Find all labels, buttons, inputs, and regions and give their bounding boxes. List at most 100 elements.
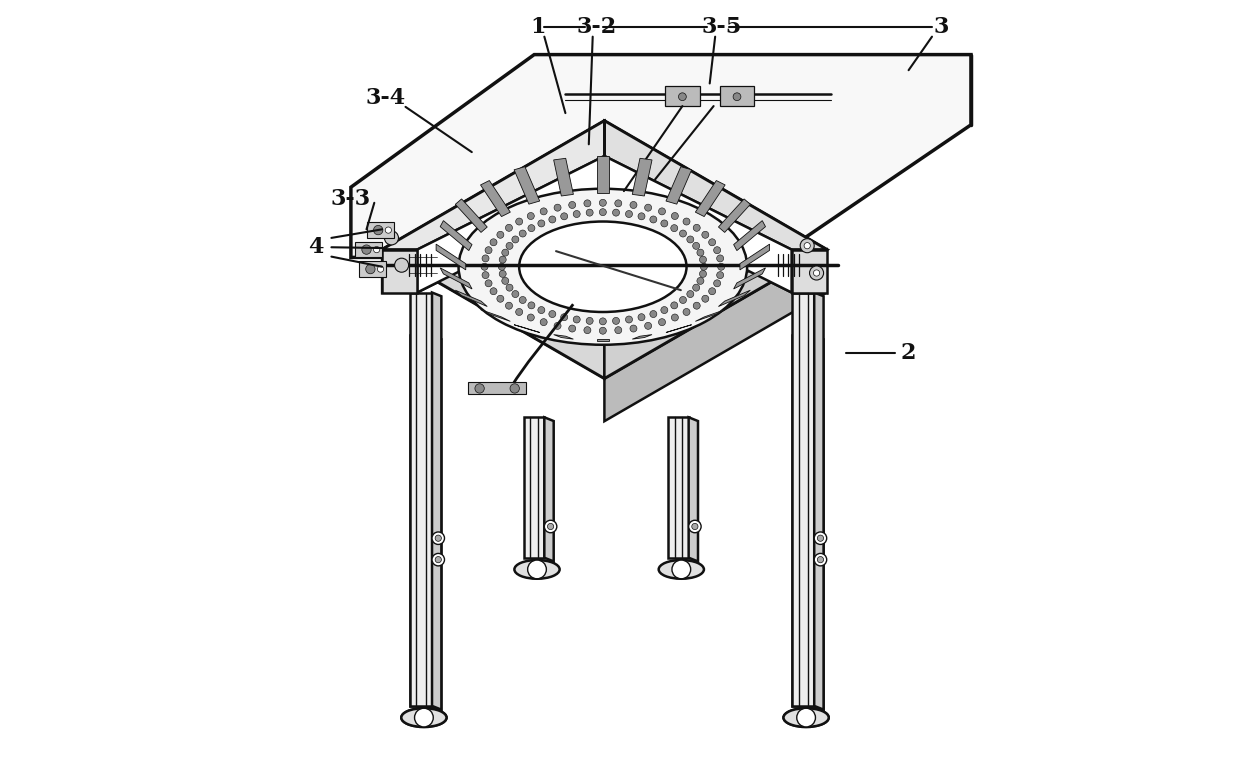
Circle shape <box>528 225 534 232</box>
Circle shape <box>671 314 678 321</box>
Circle shape <box>528 302 534 309</box>
Polygon shape <box>815 292 823 710</box>
Polygon shape <box>382 164 604 292</box>
Circle shape <box>414 708 433 727</box>
Circle shape <box>639 213 645 220</box>
Circle shape <box>692 523 698 530</box>
Circle shape <box>615 327 621 334</box>
Polygon shape <box>604 156 791 292</box>
Polygon shape <box>666 324 692 332</box>
Polygon shape <box>604 250 827 378</box>
Polygon shape <box>696 310 725 321</box>
Circle shape <box>502 278 508 285</box>
Circle shape <box>701 264 707 271</box>
Polygon shape <box>358 261 386 277</box>
Circle shape <box>516 308 523 315</box>
Polygon shape <box>604 121 827 292</box>
Circle shape <box>541 207 547 215</box>
Polygon shape <box>432 335 441 710</box>
Ellipse shape <box>459 189 748 345</box>
Ellipse shape <box>784 708 828 727</box>
Circle shape <box>708 288 715 295</box>
Ellipse shape <box>658 560 704 579</box>
Polygon shape <box>815 335 823 710</box>
Polygon shape <box>554 158 573 196</box>
Circle shape <box>672 560 691 579</box>
Polygon shape <box>382 250 417 292</box>
Polygon shape <box>718 199 750 232</box>
Circle shape <box>693 243 699 250</box>
Circle shape <box>797 708 816 727</box>
Ellipse shape <box>784 708 828 727</box>
Polygon shape <box>382 121 604 292</box>
Circle shape <box>377 266 383 272</box>
Circle shape <box>587 209 593 216</box>
Circle shape <box>573 211 580 218</box>
Circle shape <box>625 316 632 323</box>
Circle shape <box>432 532 444 544</box>
Circle shape <box>804 243 810 249</box>
Circle shape <box>500 271 506 278</box>
Polygon shape <box>596 339 609 341</box>
Circle shape <box>693 302 701 309</box>
Circle shape <box>599 208 606 215</box>
Circle shape <box>506 284 513 291</box>
Polygon shape <box>668 417 688 558</box>
Circle shape <box>693 225 701 232</box>
Text: 3-4: 3-4 <box>366 87 405 108</box>
Circle shape <box>527 314 534 321</box>
Circle shape <box>485 280 492 287</box>
Circle shape <box>527 212 534 219</box>
Circle shape <box>560 314 568 321</box>
Circle shape <box>366 264 374 274</box>
Circle shape <box>373 246 379 253</box>
Circle shape <box>599 328 606 334</box>
Circle shape <box>650 310 657 317</box>
Circle shape <box>506 243 513 250</box>
Circle shape <box>414 708 433 727</box>
Circle shape <box>435 557 441 563</box>
Text: 1: 1 <box>531 16 546 38</box>
Polygon shape <box>515 167 539 204</box>
Polygon shape <box>417 156 791 343</box>
Circle shape <box>386 227 392 233</box>
Circle shape <box>658 207 666 215</box>
Circle shape <box>547 523 554 530</box>
Polygon shape <box>382 121 604 250</box>
Circle shape <box>485 246 492 254</box>
Circle shape <box>718 264 724 271</box>
Circle shape <box>599 318 606 324</box>
Circle shape <box>549 310 556 317</box>
Circle shape <box>639 314 645 321</box>
Circle shape <box>687 236 694 243</box>
Circle shape <box>645 204 652 211</box>
Ellipse shape <box>520 222 687 312</box>
Polygon shape <box>696 180 725 217</box>
Polygon shape <box>554 335 573 339</box>
Circle shape <box>435 535 441 541</box>
Circle shape <box>658 319 666 326</box>
Circle shape <box>815 532 827 544</box>
Circle shape <box>671 225 678 232</box>
Circle shape <box>702 231 709 239</box>
Ellipse shape <box>402 708 446 727</box>
Text: 3-3: 3-3 <box>331 188 371 210</box>
Circle shape <box>717 255 724 262</box>
Polygon shape <box>351 55 971 257</box>
Circle shape <box>432 554 444 566</box>
Circle shape <box>797 708 816 727</box>
Circle shape <box>714 280 720 287</box>
Polygon shape <box>792 292 815 706</box>
Text: 2: 2 <box>900 342 916 363</box>
Circle shape <box>541 319 547 326</box>
Circle shape <box>680 230 687 237</box>
Circle shape <box>599 199 606 206</box>
Circle shape <box>613 317 620 324</box>
Circle shape <box>475 384 485 393</box>
Circle shape <box>708 239 715 246</box>
Circle shape <box>528 560 547 579</box>
Circle shape <box>680 296 687 303</box>
Text: 3: 3 <box>934 16 949 38</box>
Polygon shape <box>440 221 472 250</box>
Polygon shape <box>544 417 554 562</box>
